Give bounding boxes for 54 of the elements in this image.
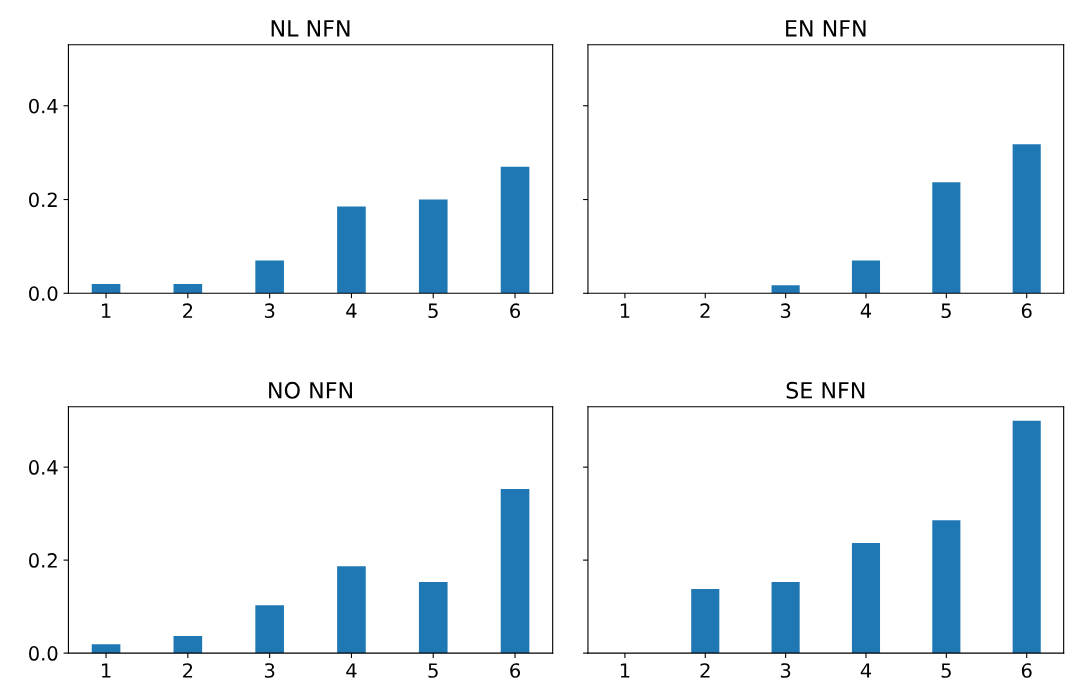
x-tick-label: 4 xyxy=(346,303,357,318)
y-tick-label: 0.2 xyxy=(29,553,57,568)
bar xyxy=(851,542,881,654)
x-tick-label: 6 xyxy=(1021,663,1032,678)
bar xyxy=(932,182,961,294)
bar xyxy=(771,285,800,294)
bar xyxy=(418,199,448,294)
bar xyxy=(1012,420,1041,654)
x-tick-label: 4 xyxy=(346,663,357,678)
bar xyxy=(1012,144,1041,294)
y-tick-label: 0.4 xyxy=(29,460,58,475)
bar xyxy=(500,488,530,654)
x-tick-label: 6 xyxy=(1021,303,1032,319)
x-tick-label: 6 xyxy=(510,663,521,678)
x-tick-label: 3 xyxy=(780,663,791,678)
bar xyxy=(418,581,448,654)
x-tick-label: 1 xyxy=(620,303,630,318)
x-tick-label: 2 xyxy=(700,303,710,318)
bar xyxy=(255,605,284,654)
bar xyxy=(255,260,284,294)
y-tick-label: 0.2 xyxy=(29,192,57,208)
bar xyxy=(851,260,881,294)
chart-title: NL NFN xyxy=(271,20,350,37)
bar xyxy=(337,566,366,654)
x-tick-label: 3 xyxy=(264,303,275,319)
y-tick-label: 0.0 xyxy=(29,646,58,661)
x-tick-label: 1 xyxy=(620,663,630,678)
x-tick-label: 5 xyxy=(941,303,951,319)
chart-title: SE NFN xyxy=(786,381,865,399)
x-tick-label: 2 xyxy=(183,303,193,318)
y-tick-label: 0.4 xyxy=(29,98,58,114)
bar xyxy=(91,283,121,294)
bar xyxy=(173,635,203,654)
x-tick-label: 3 xyxy=(780,303,791,319)
x-tick-label: 2 xyxy=(183,663,193,678)
bar xyxy=(771,581,800,654)
chart-title: EN NFN xyxy=(786,20,866,37)
bar xyxy=(337,206,366,294)
chart-title: NO NFN xyxy=(269,381,352,399)
bar xyxy=(173,283,203,294)
x-tick-label: 3 xyxy=(264,663,275,678)
bar xyxy=(932,520,961,654)
x-tick-label: 1 xyxy=(101,303,111,318)
x-tick-label: 5 xyxy=(428,303,438,319)
bar xyxy=(500,166,530,294)
bar xyxy=(691,588,720,654)
x-tick-label: 6 xyxy=(510,303,521,319)
x-tick-label: 5 xyxy=(941,663,951,678)
x-tick-label: 4 xyxy=(860,663,872,678)
y-tick-label: 0.0 xyxy=(29,286,58,301)
x-tick-label: 4 xyxy=(860,303,872,318)
x-tick-label: 1 xyxy=(101,663,111,678)
x-tick-label: 5 xyxy=(428,663,438,678)
x-tick-label: 2 xyxy=(700,663,710,678)
